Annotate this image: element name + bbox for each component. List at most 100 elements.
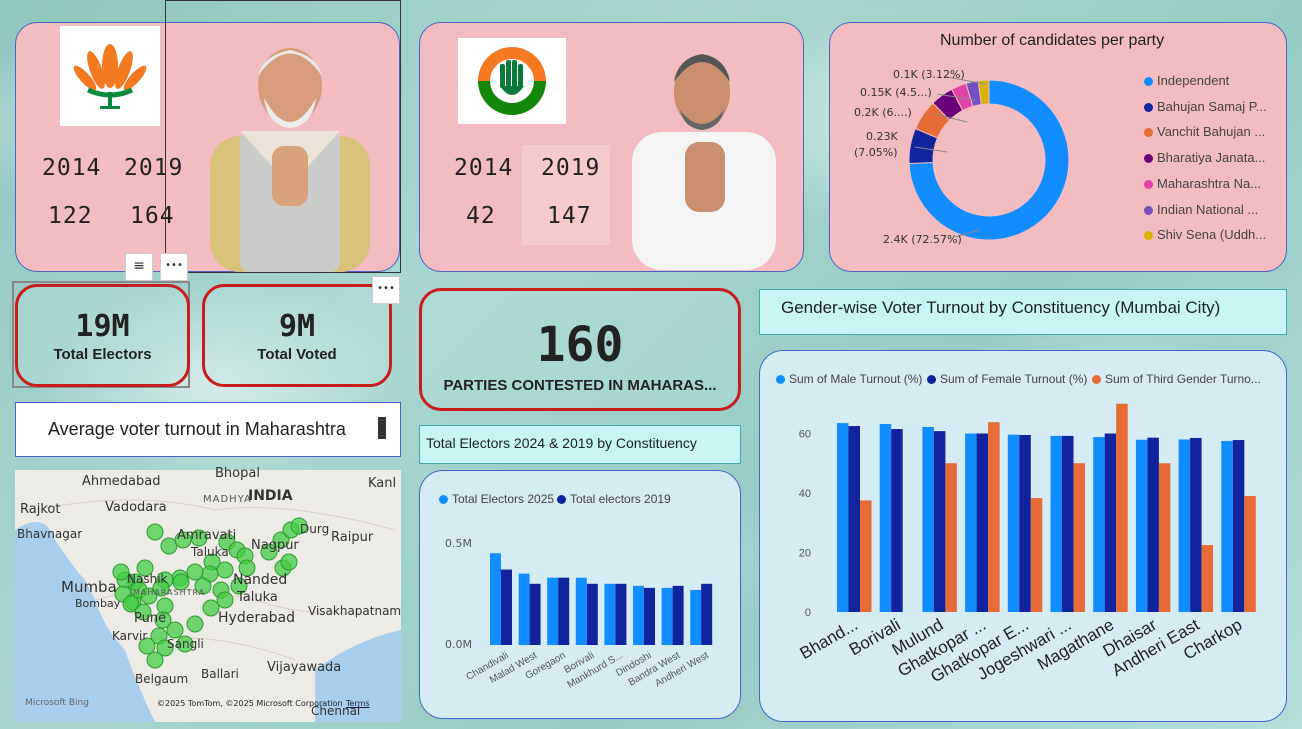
gender-bar xyxy=(965,433,977,612)
electors-chart-title-box xyxy=(419,425,741,464)
legend-dot-2019 xyxy=(557,495,566,505)
donut-legend-item[interactable]: Indian National ... xyxy=(1144,202,1258,217)
map-label-india: INDIA xyxy=(248,488,293,504)
map-point xyxy=(176,635,194,653)
donut-legend-item[interactable]: Bahujan Samaj P... xyxy=(1144,99,1267,114)
electors-bar xyxy=(558,577,570,645)
map-label-raipur: Raipur xyxy=(331,530,374,545)
legend-label-third: Sum of Third Gender Turno... xyxy=(1105,372,1261,386)
electors-bar xyxy=(586,583,598,645)
kpi-total-electors[interactable]: 19M Total Electors xyxy=(15,284,190,387)
gender-bar xyxy=(1232,440,1245,612)
gender-bar xyxy=(1221,440,1233,612)
gender-bar xyxy=(1147,437,1159,612)
map-terms-link[interactable]: Terms xyxy=(346,699,370,708)
inc-seats-2019: 147 xyxy=(547,203,592,229)
map-point xyxy=(238,559,256,577)
donut-label-2: 0.15K (4.5...) xyxy=(860,86,932,99)
map-point xyxy=(280,553,298,571)
map-label-vijayawada: Vijayawada xyxy=(267,660,342,675)
legend-label: Indian National ... xyxy=(1157,201,1259,217)
map-point xyxy=(122,595,140,613)
map-label-nanded: Nanded xyxy=(233,572,288,588)
kpi-parties-contested[interactable]: 160 PARTIES CONTESTED IN MAHARAS... xyxy=(419,288,741,411)
gender-bar xyxy=(945,463,957,612)
gender-legend-female: Sum of Female Turnout (%) xyxy=(927,372,1087,386)
map-label-nagpur: Nagpur xyxy=(251,538,299,553)
map-label-taluka2: Taluka xyxy=(237,590,278,605)
gender-bar xyxy=(1244,495,1256,612)
electors-chart-title: Total Electors 2024 & 2019 by Constituen… xyxy=(426,435,697,451)
filter-icon[interactable]: ≡ xyxy=(125,253,153,281)
total-voted-label: Total Voted xyxy=(257,346,337,363)
kpi-total-voted[interactable]: 9M Total Voted xyxy=(202,284,392,387)
map-point xyxy=(134,603,152,621)
electors-bar xyxy=(501,569,512,645)
donut-legend-item[interactable]: Shiv Sena (Uddh... xyxy=(1144,227,1266,242)
legend-dot-male xyxy=(776,375,785,385)
more-options-icon-2[interactable]: ••• xyxy=(372,276,400,304)
map-label-maharashtra: MAHARASHTRA xyxy=(133,588,206,597)
map-point xyxy=(216,591,234,609)
map-point xyxy=(216,561,234,579)
electors-y-top: 0.5M xyxy=(445,537,472,550)
legend-dot-2025 xyxy=(439,495,448,505)
donut-leader-4 xyxy=(954,229,980,238)
gender-bar xyxy=(860,500,872,612)
gender-bar xyxy=(1019,434,1031,612)
gender-bar xyxy=(837,423,849,612)
gender-bar xyxy=(976,433,989,612)
donut-legend-item[interactable]: Vanchit Bahujan ... xyxy=(1144,124,1265,139)
map-canvas[interactable] xyxy=(15,470,401,722)
inc-seats-2014: 42 xyxy=(466,203,496,229)
gender-title-box xyxy=(759,289,1287,335)
donut-label-4a: 0.23K xyxy=(866,130,898,143)
map-point xyxy=(172,573,190,591)
gender-y-tick: 40 xyxy=(799,488,811,500)
gender-bar xyxy=(1190,437,1202,612)
lotus-icon xyxy=(73,44,147,109)
more-options-icon[interactable]: ••• xyxy=(160,253,188,281)
electors-bar xyxy=(575,577,587,645)
donut-legend-item[interactable]: Bharatiya Janata... xyxy=(1144,150,1265,165)
legend-label-2025: Total Electors 2025 xyxy=(452,492,555,506)
map-label-bhavnagar: Bhavnagar xyxy=(17,527,83,541)
electors-bar xyxy=(529,583,541,645)
electors-legend-2025: Total Electors 2025 xyxy=(439,492,554,506)
map-frame[interactable]: Ahmedabad Bhopal Kanl Vadodara MADHYA IN… xyxy=(15,466,401,722)
map-label-taluka1: Taluka xyxy=(191,545,229,559)
map-point xyxy=(194,577,212,595)
electors-bar xyxy=(644,587,655,645)
gender-bar xyxy=(988,422,1000,612)
map-label-mumbai: Mumba xyxy=(61,578,117,596)
avg-turnout-title: Average voter turnout in Maharashtra xyxy=(48,419,346,439)
electors-bar xyxy=(633,585,644,645)
donut-legend-item[interactable]: Maharashtra Na... xyxy=(1144,176,1261,191)
map-point xyxy=(156,639,174,657)
map-point xyxy=(186,615,204,633)
inc-year-2014: 2014 xyxy=(454,155,514,181)
legend-label-2019: Total electors 2019 xyxy=(570,492,671,506)
electors-bar xyxy=(690,589,702,645)
bjp-year-2019: 2019 xyxy=(124,155,184,181)
donut-label-1: 0.1K (3.12%) xyxy=(893,68,965,81)
donut-label-3: 0.2K (6....) xyxy=(854,106,912,119)
bjp-seats-2014: 122 xyxy=(48,203,93,229)
inc-leader-photo xyxy=(632,54,776,270)
gender-bar xyxy=(1178,439,1191,612)
electors-legend-2019: Total electors 2019 xyxy=(557,492,671,506)
gender-bar xyxy=(1050,435,1062,612)
gender-bar xyxy=(922,426,934,612)
total-electors-label: Total Electors xyxy=(53,346,152,363)
map-point xyxy=(230,577,248,595)
donut-legend-item[interactable]: Independent xyxy=(1144,73,1229,88)
gender-bar xyxy=(848,426,860,612)
map-label-bombay: Bombay xyxy=(75,597,121,610)
map-point xyxy=(136,559,154,577)
map-point xyxy=(166,621,184,639)
map-point xyxy=(190,529,208,547)
gender-y-tick: 60 xyxy=(799,429,811,441)
gender-title: Gender-wise Voter Turnout by Constituenc… xyxy=(781,298,1221,317)
donut-slice-6 xyxy=(977,79,990,106)
